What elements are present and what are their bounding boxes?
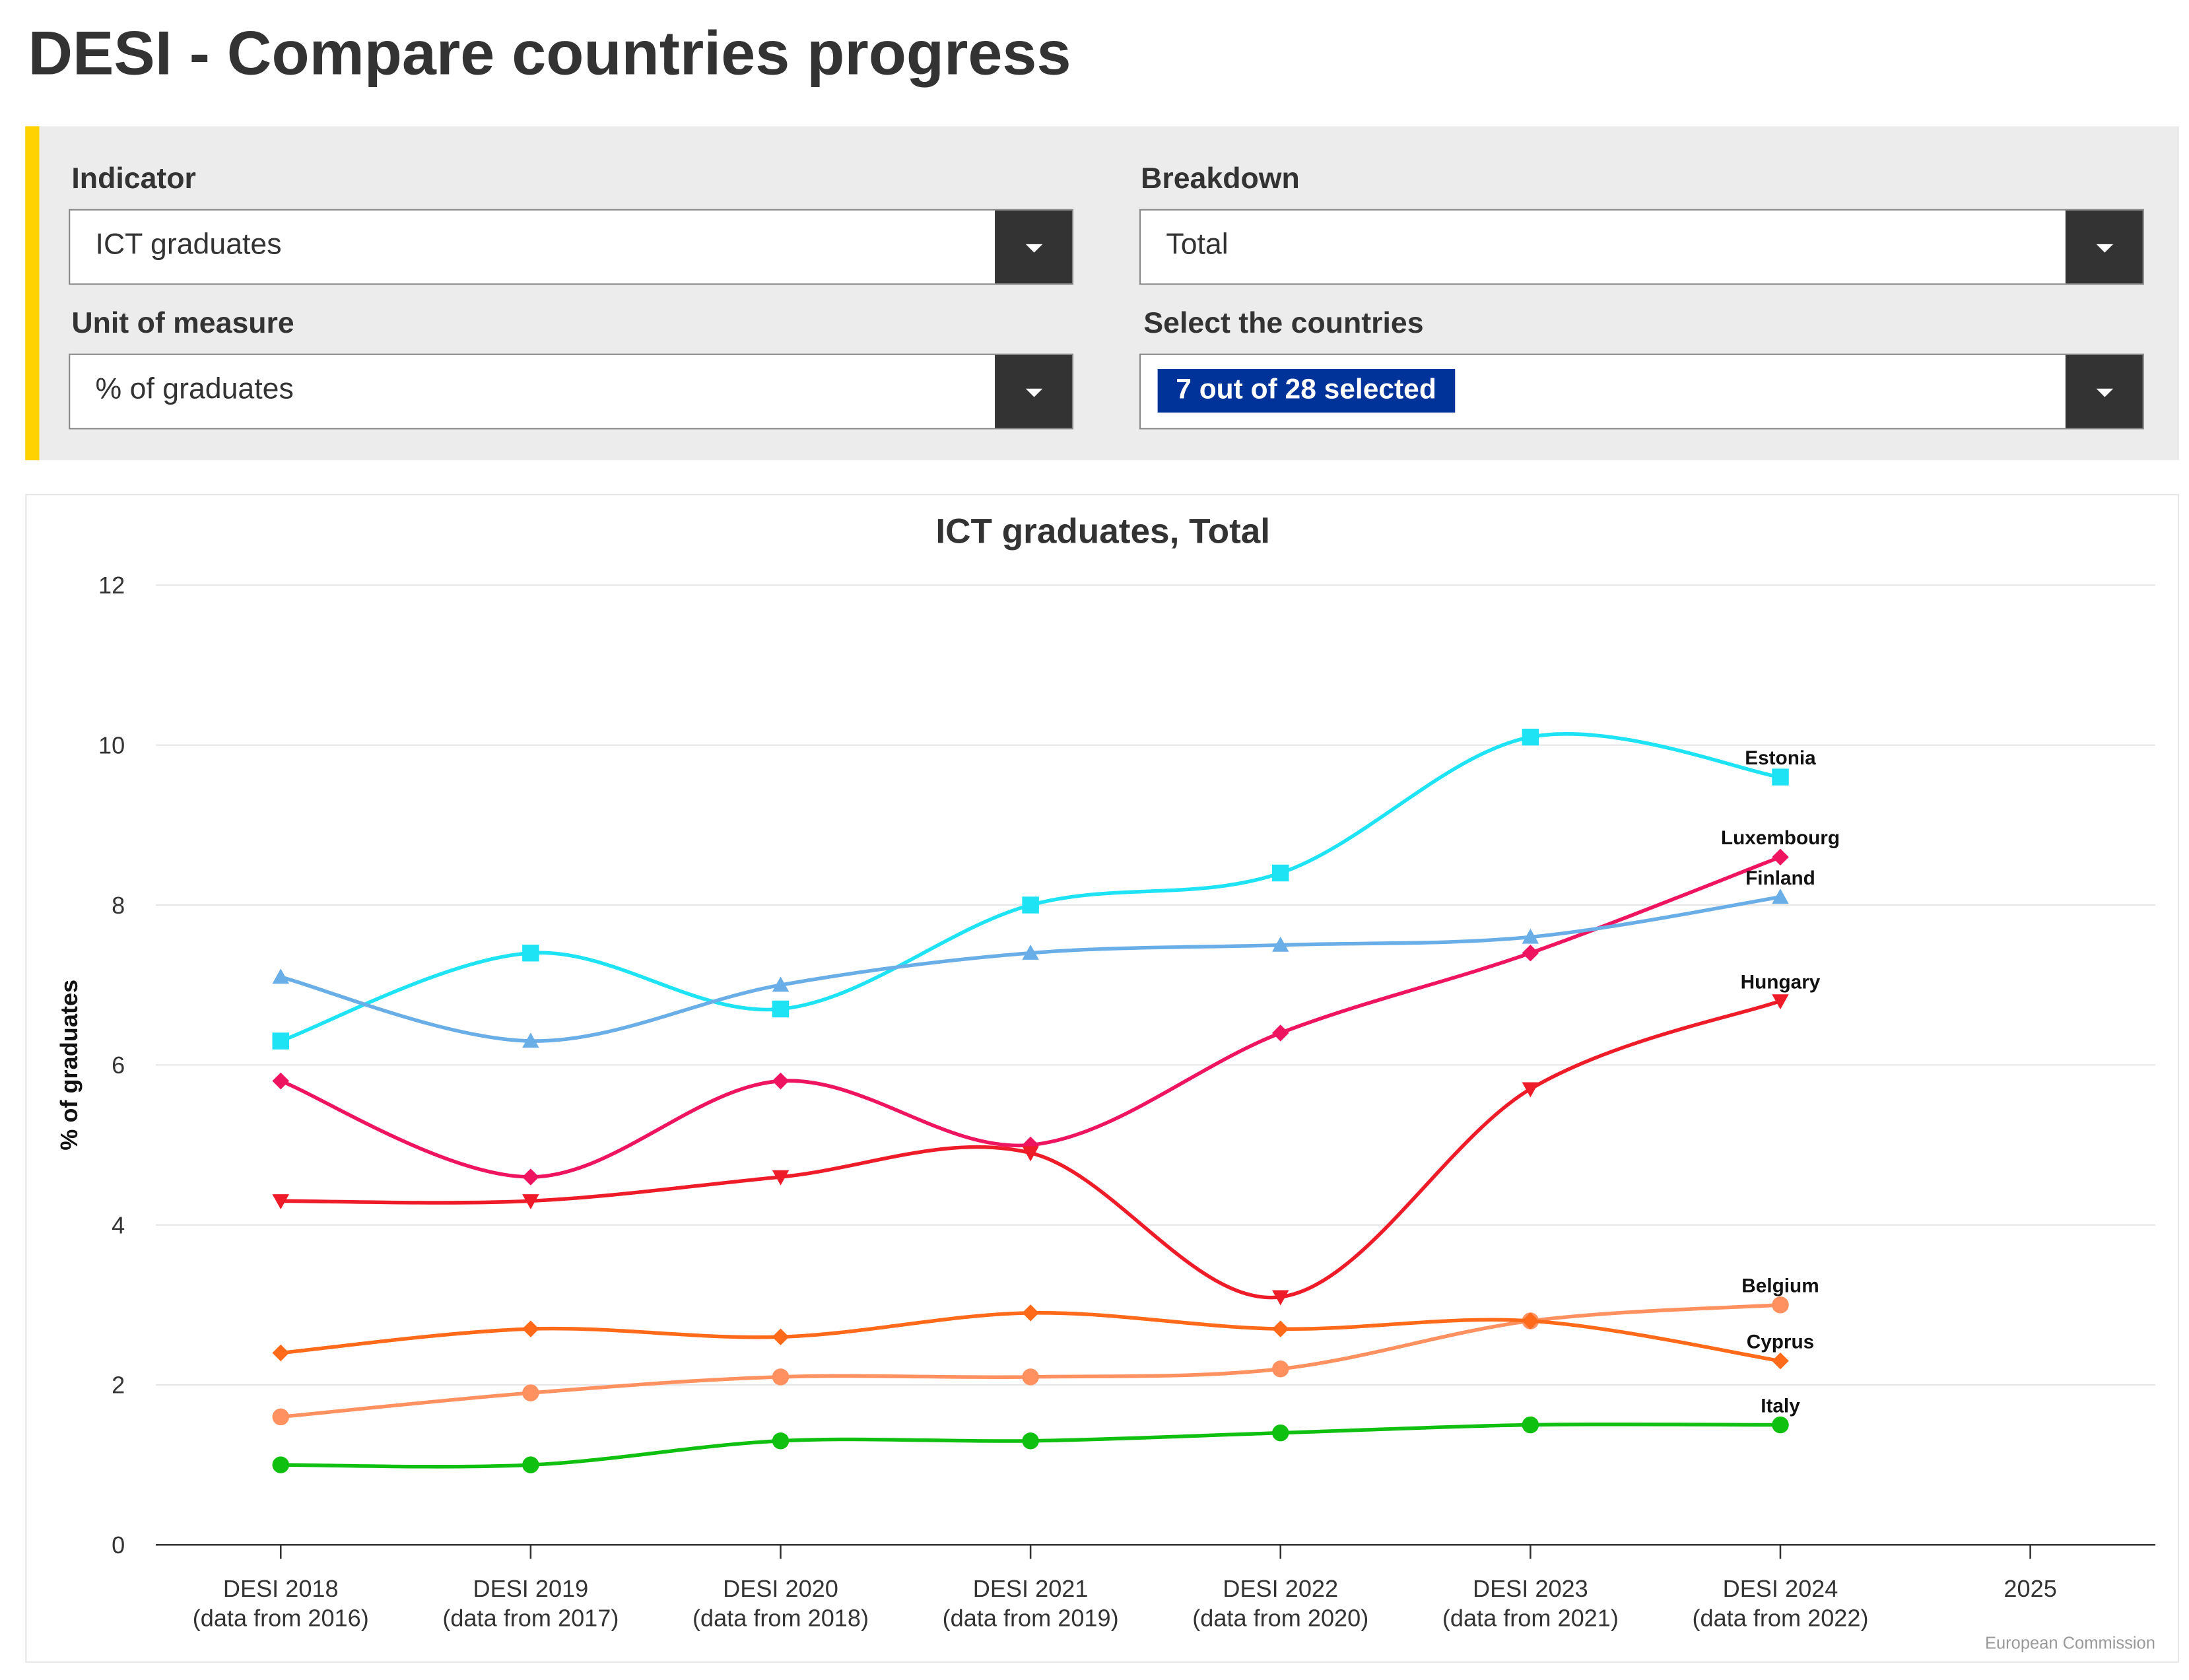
x-tick-label: DESI 2021 (data from 2019)	[943, 1575, 1119, 1632]
y-tick-label: 6	[112, 1052, 125, 1079]
data-point	[1772, 994, 1789, 1010]
data-point	[1271, 864, 1289, 882]
series-label: Belgium	[1741, 1275, 1819, 1297]
data-point	[1271, 1360, 1289, 1378]
data-point	[1522, 1082, 1539, 1098]
y-tick-label: 4	[112, 1211, 125, 1238]
field-label: Unit of measure	[71, 307, 294, 340]
x-tick-label: DESI 2019 (data from 2017)	[442, 1575, 619, 1632]
series-line	[280, 732, 1781, 1043]
data-point	[1772, 1352, 1789, 1370]
dropdown[interactable]: % of graduates	[69, 353, 1074, 430]
y-tick-label: 0	[112, 1531, 125, 1559]
chart: ICT graduates, Total % of graduates Euro…	[55, 512, 2155, 1653]
data-point	[1522, 1416, 1539, 1434]
data-point	[1022, 896, 1039, 914]
y-tick-label: 8	[112, 892, 125, 919]
dropdown-button[interactable]	[2065, 210, 2143, 284]
page-title: DESI - Compare countries progress	[28, 19, 1071, 88]
data-point	[1522, 944, 1539, 962]
data-point	[1271, 1424, 1289, 1442]
y-axis-label: % of graduates	[55, 980, 83, 1151]
dropdown[interactable]: ICT graduates	[69, 209, 1074, 285]
data-point	[772, 1328, 790, 1346]
dropdown-value: Total	[1166, 228, 1229, 261]
data-point	[272, 1032, 290, 1050]
data-point	[772, 1072, 790, 1090]
data-point	[1271, 936, 1289, 952]
data-point	[772, 1170, 790, 1186]
data-point	[522, 1168, 539, 1186]
data-point	[1271, 1320, 1289, 1337]
data-point	[522, 1194, 539, 1210]
series-line	[280, 895, 1781, 1043]
data-point	[1522, 1312, 1539, 1329]
series-label: Estonia	[1745, 747, 1816, 769]
x-tick-label: DESI 2024 (data from 2022)	[1692, 1575, 1868, 1632]
data-point	[522, 944, 539, 962]
data-point	[272, 1408, 290, 1426]
series-label: Hungary	[1741, 971, 1821, 993]
data-point	[1022, 1368, 1039, 1386]
y-tick-label: 2	[112, 1372, 125, 1399]
data-point	[272, 968, 290, 984]
x-tick-label: DESI 2018 (data from 2016)	[193, 1575, 369, 1632]
series-label: Cyprus	[1747, 1331, 1815, 1353]
chart-container: ICT graduates, Total % of graduates Euro…	[25, 494, 2180, 1663]
data-point	[1772, 1416, 1789, 1434]
data-point	[772, 1368, 790, 1386]
selection-badge: 7 out of 28 selected	[1157, 369, 1455, 413]
data-point	[1022, 1432, 1039, 1450]
y-tick-label: 10	[98, 731, 125, 758]
dropdown[interactable]: 7 out of 28 selected	[1139, 353, 2144, 430]
x-tick-label: 2025	[2004, 1575, 2056, 1602]
dropdown[interactable]: Total	[1139, 209, 2144, 285]
data-point	[272, 1072, 290, 1090]
dropdown-button[interactable]	[2065, 354, 2143, 428]
data-point	[1022, 1304, 1039, 1322]
x-tick-label: DESI 2020 (data from 2018)	[692, 1575, 869, 1632]
data-point	[772, 976, 790, 992]
data-point	[272, 1194, 290, 1210]
y-tick-label: 12	[98, 572, 125, 599]
series-label: Finland	[1745, 867, 1815, 889]
filter-panel: Indicator ICT graduates Breakdown Total …	[25, 126, 2180, 461]
data-point	[1022, 1146, 1039, 1162]
dropdown-button[interactable]	[995, 354, 1072, 428]
x-tick-label: DESI 2022 (data from 2020)	[1192, 1575, 1368, 1632]
dropdown-value: ICT graduates	[95, 228, 282, 261]
data-point	[1772, 848, 1789, 866]
field-label: Select the countries	[1143, 307, 1424, 340]
series-label: Luxembourg	[1721, 827, 1840, 849]
data-point	[772, 1432, 790, 1450]
data-point	[1772, 889, 1789, 904]
data-point	[1271, 1290, 1289, 1306]
data-point	[772, 1000, 790, 1018]
data-point	[1022, 944, 1039, 960]
data-point	[1522, 728, 1539, 746]
data-point	[522, 1032, 539, 1048]
field-label: Breakdown	[1141, 162, 1300, 195]
data-point	[272, 1456, 290, 1473]
credit: European Commission	[1985, 1634, 2155, 1653]
field-label: Indicator	[71, 162, 196, 195]
dropdown-button[interactable]	[995, 210, 1072, 284]
data-point	[1271, 1025, 1289, 1042]
data-point	[522, 1320, 539, 1337]
x-tick-label: DESI 2023 (data from 2021)	[1442, 1575, 1619, 1632]
data-point	[522, 1456, 539, 1473]
data-point	[522, 1384, 539, 1401]
series-label: Italy	[1761, 1395, 1800, 1417]
data-point	[1772, 1296, 1789, 1314]
data-point	[1522, 928, 1539, 944]
chart-title: ICT graduates, Total	[935, 512, 1270, 551]
data-point	[1772, 768, 1789, 786]
data-point	[272, 1344, 290, 1362]
dropdown-value: % of graduates	[95, 373, 294, 406]
